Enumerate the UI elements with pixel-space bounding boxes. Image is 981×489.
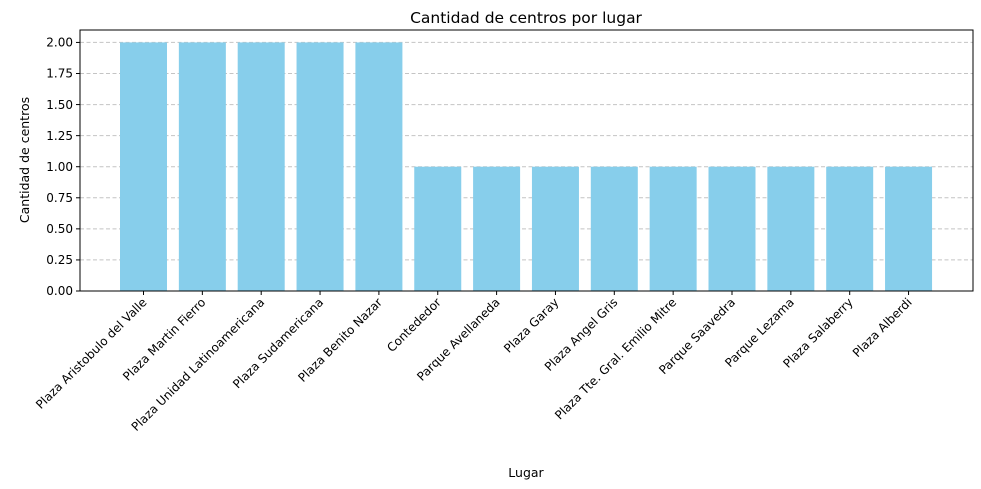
y-tick-label: 0.00	[46, 284, 73, 298]
bar	[237, 42, 285, 291]
chart-title: Cantidad de centros por lugar	[410, 9, 642, 27]
bar	[649, 166, 697, 291]
bar	[531, 166, 579, 291]
y-tick-label: 1.00	[46, 160, 73, 174]
y-axis-label: Cantidad de centros	[17, 97, 32, 223]
bar	[355, 42, 403, 291]
x-tick-label: Plaza Tte. Gral. Emilio Mitre	[552, 295, 679, 422]
y-tick-label: 0.75	[46, 191, 73, 205]
bar	[296, 42, 344, 291]
x-axis-label: Lugar	[508, 465, 544, 480]
y-tick-label: 0.25	[46, 253, 73, 267]
bar	[885, 166, 933, 291]
y-tick-label: 2.00	[46, 36, 73, 50]
y-tick-label: 0.50	[46, 222, 73, 236]
y-axis: 0.00 0.25 0.50 0.75 1.00 1.25 1.50 1.75 2.00	[46, 36, 80, 298]
bar	[414, 166, 462, 291]
bar	[473, 166, 521, 291]
bar	[178, 42, 226, 291]
x-tick-label: Plaza Aristobulo del Valle	[33, 295, 149, 411]
y-tick-label: 1.50	[46, 98, 73, 112]
bar	[120, 42, 167, 291]
x-tick-label: Plaza Alberdi	[850, 295, 915, 360]
x-tick-label: Plaza Garay	[501, 295, 561, 355]
y-tick-label: 1.25	[46, 129, 73, 143]
bar	[590, 166, 638, 291]
bar	[767, 166, 815, 291]
bars	[120, 42, 933, 291]
y-tick-label: 1.75	[46, 67, 73, 81]
bar	[708, 166, 756, 291]
x-tick-label: Contededor	[384, 295, 444, 355]
bar	[826, 166, 874, 291]
plot-area-frame	[79, 29, 974, 292]
